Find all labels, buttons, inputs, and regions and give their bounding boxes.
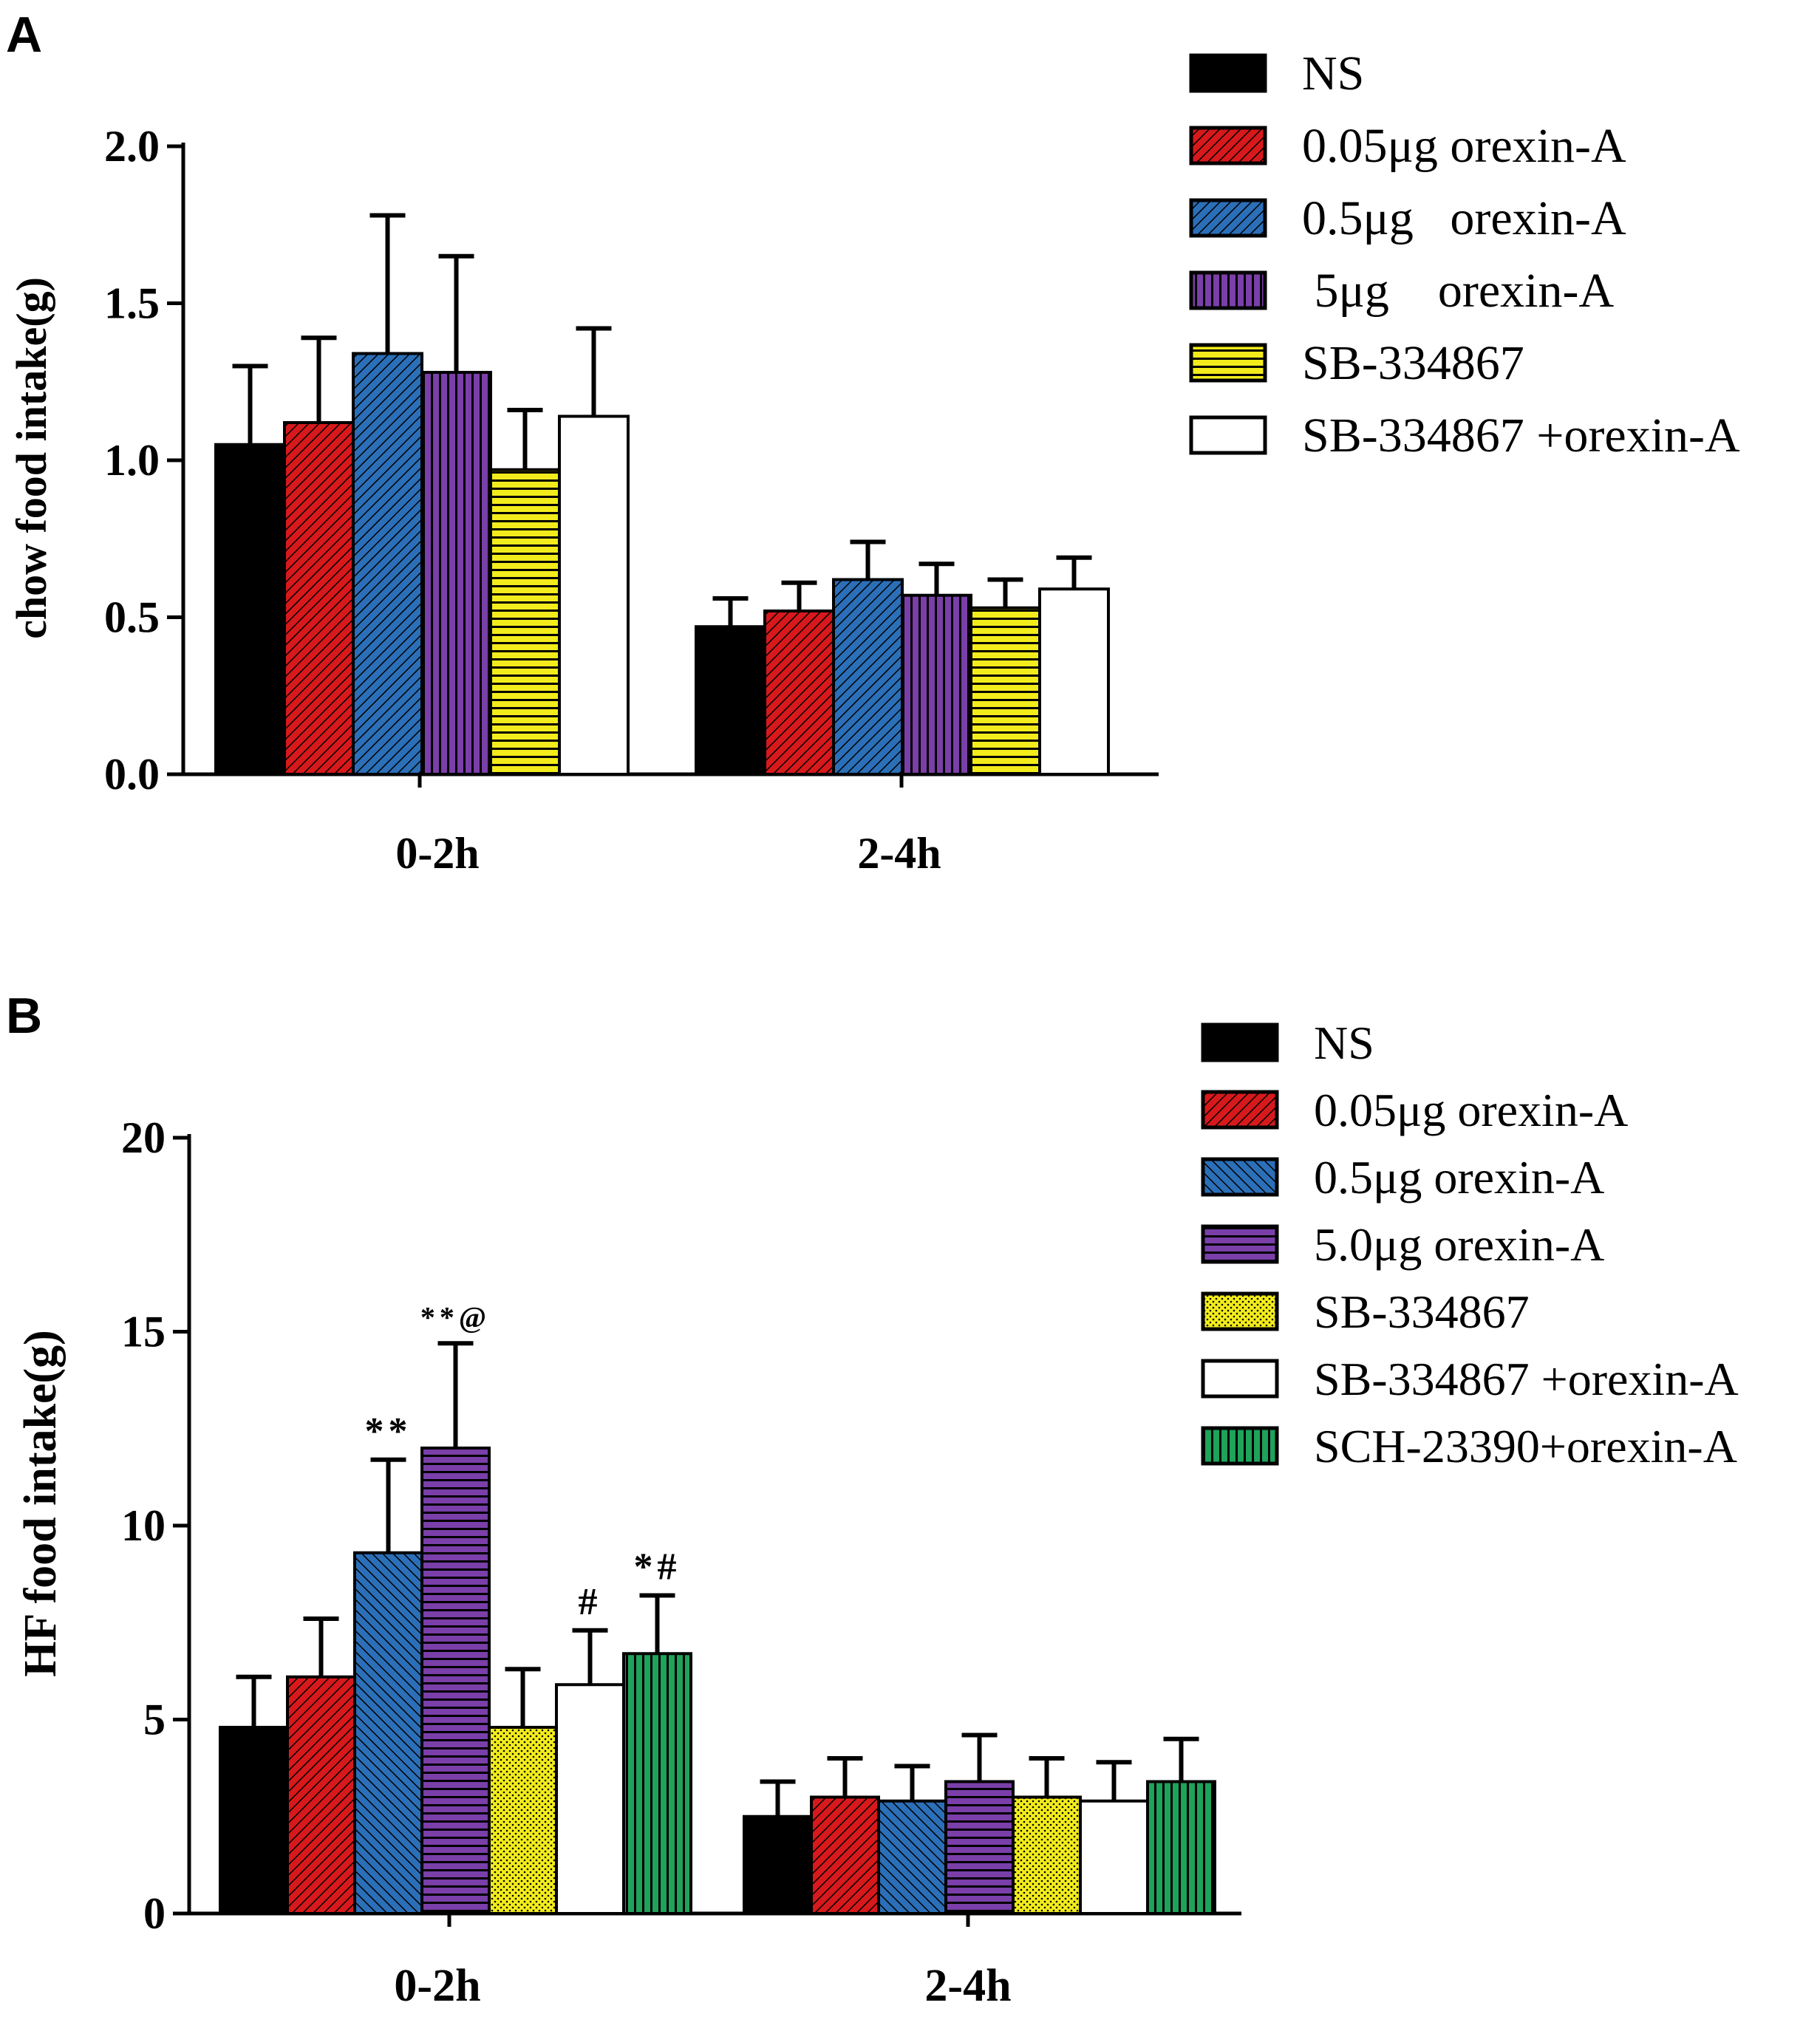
panel-a-legend-swatch bbox=[1189, 198, 1267, 238]
panel-a-legend-swatch bbox=[1189, 415, 1267, 455]
panel-b-ytick-label: 15 bbox=[121, 1308, 166, 1356]
panel-b-bar bbox=[743, 1814, 813, 1915]
panel-a-bar bbox=[214, 443, 286, 776]
panel-a-legend-label: 0.05μg orexin-A bbox=[1302, 119, 1626, 173]
panel-letter-b: B bbox=[6, 988, 42, 1044]
panel-a-y-label: chow food intake(g) bbox=[7, 277, 55, 639]
panel-a-legend-label: NS bbox=[1302, 47, 1364, 100]
panel-b-legend-swatch bbox=[1201, 1022, 1279, 1062]
panel-a: chow food intake(g) 0.0 0.5 1.0 1.5 2.0 0-2h… bbox=[7, 47, 1740, 878]
panel-a-legend-swatch bbox=[1189, 53, 1267, 93]
panel-b-legend-label: 0.05μg orexin-A bbox=[1314, 1084, 1628, 1136]
panel-a-ytick-label: 1.0 bbox=[104, 436, 160, 485]
panel-b-y-label: HF food intake(g) bbox=[16, 1330, 66, 1677]
panel-b-legend-swatch bbox=[1201, 1224, 1279, 1264]
panel-a-bar bbox=[1038, 587, 1110, 776]
panel-b-xtick-1: 2-4h bbox=[924, 1961, 1011, 2011]
panel-b-ytick-label: 0 bbox=[143, 1889, 166, 1938]
panel-b-legend-label: 5.0μg orexin-A bbox=[1314, 1218, 1604, 1271]
panel-a-ytick-label: 0.0 bbox=[104, 750, 160, 799]
panel-b-xtick-0: 0-2h bbox=[394, 1961, 480, 2011]
panel-a-ytick-label: 0.5 bbox=[104, 593, 160, 642]
panel-b-legend-swatch bbox=[1201, 1426, 1279, 1466]
panel-b-legend-swatch bbox=[1201, 1291, 1279, 1331]
panel-a-legend-label: SB-334867 bbox=[1302, 336, 1524, 390]
panel-b-annotation: # bbox=[579, 1581, 602, 1623]
panel-a-legend-label: 0.5μg orexin-A bbox=[1302, 191, 1626, 245]
panel-a-legend-label: 5μg orexin-A bbox=[1302, 264, 1614, 318]
panel-b: HF food intake(g) 0 5 10 15 20 ** **@ # *# 0-2h… bbox=[16, 1017, 1739, 2011]
panel-b-legend-label: 0.5μg orexin-A bbox=[1314, 1151, 1604, 1204]
panel-b-ytick-label: 10 bbox=[121, 1501, 166, 1550]
panel-a-bar bbox=[420, 371, 492, 776]
panel-b-legend-swatch bbox=[1201, 1157, 1279, 1197]
panel-b-bar bbox=[1012, 1795, 1082, 1915]
panel-a-ytick-label: 1.5 bbox=[104, 279, 160, 328]
panel-b-legend-swatch bbox=[1201, 1359, 1279, 1399]
panel-b-ytick-label: 20 bbox=[121, 1113, 166, 1162]
panel-b-annotation: *# bbox=[634, 1546, 681, 1588]
panel-a-ytick-label: 2.0 bbox=[104, 122, 160, 171]
panel-b-bar bbox=[810, 1795, 880, 1915]
panel-a-legend-swatch bbox=[1189, 343, 1267, 383]
panel-a-bar bbox=[558, 414, 630, 776]
panel-a-legend-swatch bbox=[1189, 126, 1267, 165]
panel-a-bar bbox=[969, 606, 1041, 776]
panel-b-legend-label: SCH-23390+orexin-A bbox=[1314, 1420, 1737, 1472]
panel-b-ytick-label: 5 bbox=[143, 1696, 166, 1744]
panel-a-xtick-0: 0-2h bbox=[395, 829, 479, 878]
panel-a-bar bbox=[283, 421, 355, 776]
panel-a-xtick-1: 2-4h bbox=[857, 829, 941, 878]
panel-a-bar bbox=[901, 593, 972, 776]
panel-b-legend-label: SB-334867 bbox=[1314, 1286, 1530, 1338]
panel-b-annotation: ** bbox=[365, 1410, 412, 1452]
panel-a-bar bbox=[832, 578, 904, 776]
panel-b-bar bbox=[944, 1780, 1015, 1915]
panel-b-bar bbox=[622, 1652, 692, 1915]
panel-a-bar bbox=[695, 625, 766, 776]
panel-b-legend-swatch bbox=[1201, 1090, 1279, 1130]
panel-a-bar bbox=[352, 352, 423, 776]
panel-b-bar bbox=[877, 1799, 947, 1915]
panel-b-legend-label: SB-334867 +orexin-A bbox=[1314, 1353, 1739, 1405]
panel-b-bar bbox=[420, 1447, 491, 1915]
panel-b-bar bbox=[488, 1726, 558, 1915]
panel-b-legend-label: NS bbox=[1314, 1017, 1374, 1069]
panel-b-bar bbox=[353, 1551, 423, 1915]
panel-b-bar bbox=[555, 1683, 625, 1915]
panel-a-legend-label: SB-334867 +orexin-A bbox=[1302, 409, 1740, 462]
panel-a-bar bbox=[489, 468, 561, 776]
panel-a-bar bbox=[763, 610, 835, 776]
panel-b-annotation: **@ bbox=[420, 1300, 491, 1334]
panel-b-bar bbox=[219, 1726, 289, 1915]
panel-letter-a: A bbox=[6, 7, 42, 63]
panel-b-bar bbox=[1146, 1780, 1216, 1915]
panel-a-legend-swatch bbox=[1189, 270, 1267, 310]
panel-b-bar bbox=[286, 1675, 356, 1915]
panel-b-bar bbox=[1079, 1799, 1149, 1915]
